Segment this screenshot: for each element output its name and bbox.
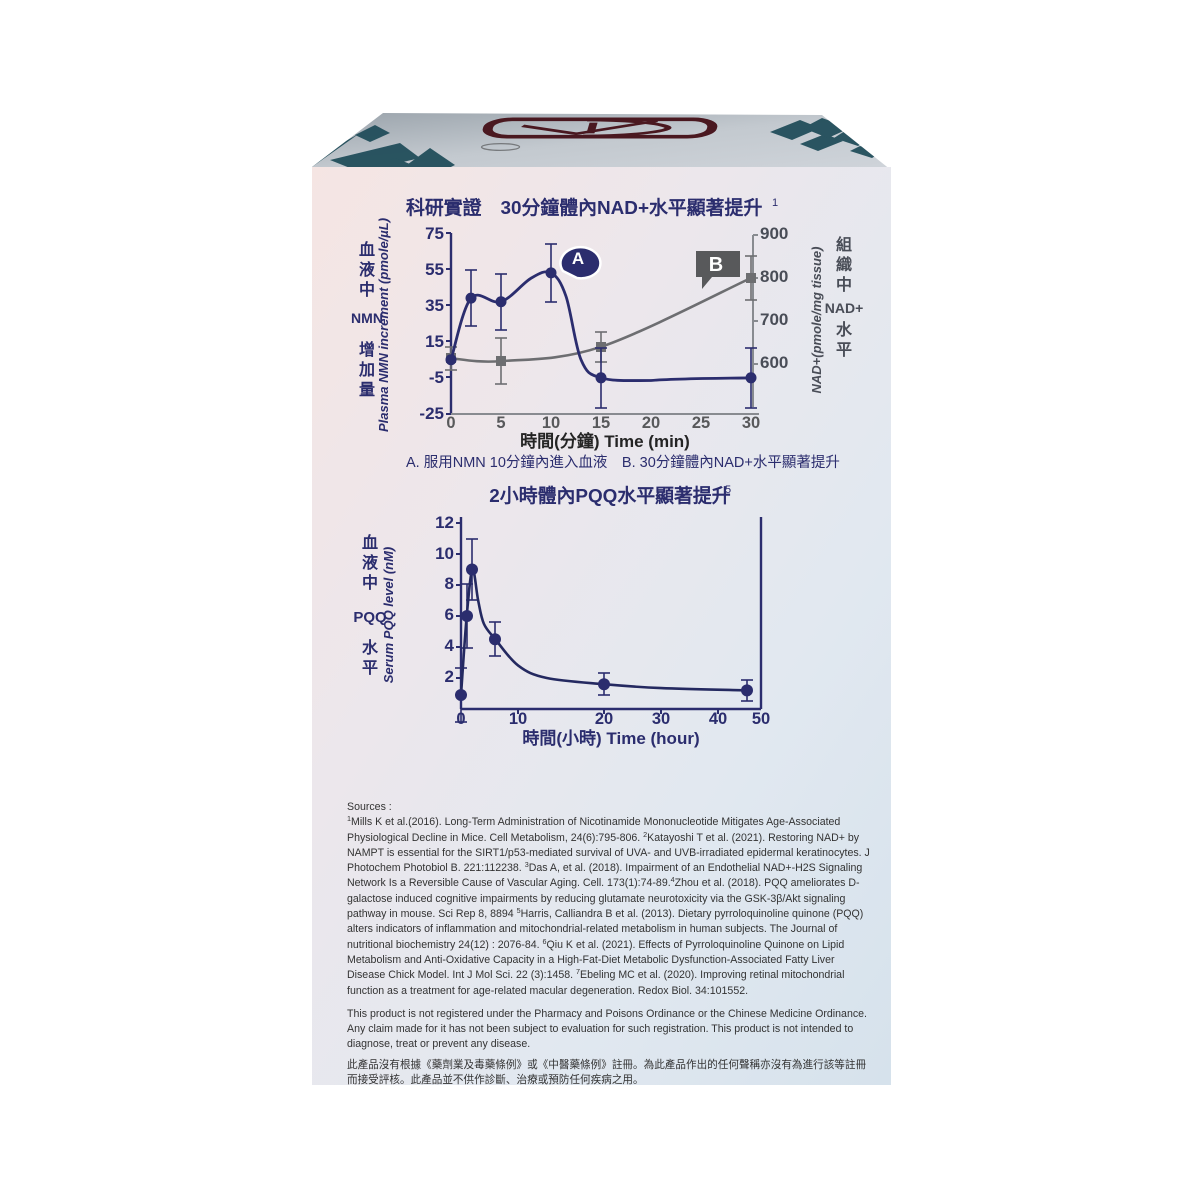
- svg-text:加: 加: [358, 361, 375, 379]
- svg-text:Serum PQQ level (nM): Serum PQQ level (nM): [381, 547, 396, 684]
- svg-text:50: 50: [752, 710, 770, 728]
- svg-text:中: 中: [362, 573, 378, 592]
- svg-text:25: 25: [692, 414, 710, 432]
- svg-text:中: 中: [359, 280, 375, 299]
- svg-text:35: 35: [425, 296, 444, 315]
- svg-text:30: 30: [742, 414, 760, 432]
- svg-text:10: 10: [435, 544, 454, 563]
- svg-text:平: 平: [836, 341, 852, 359]
- svg-text:5: 5: [496, 414, 505, 432]
- svg-text:55: 55: [425, 260, 444, 279]
- svg-text:6: 6: [445, 605, 454, 624]
- svg-text:液: 液: [359, 260, 376, 279]
- svg-text:2小時體內PQQ水平顯著提升: 2小時體內PQQ水平顯著提升: [489, 484, 731, 507]
- svg-text:平: 平: [362, 659, 378, 677]
- svg-text:水: 水: [362, 638, 379, 657]
- svg-text:血: 血: [362, 533, 378, 552]
- svg-text:NAD+: NAD+: [825, 300, 864, 316]
- svg-text:20: 20: [642, 414, 660, 432]
- svg-text:液: 液: [362, 553, 379, 572]
- svg-text:時間(分鐘) Time (min): 時間(分鐘) Time (min): [520, 431, 690, 451]
- svg-text:血: 血: [359, 240, 375, 259]
- svg-text:10: 10: [542, 414, 560, 432]
- svg-text:增: 增: [359, 340, 375, 359]
- svg-text:NAD+(pmole/mg tissue): NAD+(pmole/mg tissue): [809, 247, 824, 394]
- svg-text:B: B: [709, 254, 723, 276]
- svg-text:2: 2: [445, 667, 454, 686]
- svg-text:時間(小時) Time (hour): 時間(小時) Time (hour): [522, 728, 699, 748]
- svg-text:4: 4: [445, 636, 455, 655]
- svg-text:15: 15: [425, 332, 444, 351]
- svg-text:600: 600: [760, 353, 788, 372]
- svg-text:A. 服用NMN 10分鐘內進入血液 B. 30分鐘體內NA: A. 服用NMN 10分鐘內進入血液 B. 30分鐘體內NAD+水平顯著提升: [406, 454, 840, 471]
- svg-text:組: 組: [836, 235, 852, 254]
- svg-text:科研實證 30分鐘體內NAD+水平顯著提升: 科研實證 30分鐘體內NAD+水平顯著提升: [406, 196, 762, 219]
- svg-text:12: 12: [435, 513, 454, 532]
- svg-text:織: 織: [836, 255, 852, 274]
- svg-text:-25: -25: [419, 404, 444, 423]
- svg-text:1: 1: [772, 197, 778, 209]
- svg-text:0: 0: [446, 414, 455, 432]
- svg-text:5: 5: [725, 484, 731, 496]
- svg-text:900: 900: [760, 224, 788, 243]
- svg-text:量: 量: [359, 381, 375, 399]
- svg-text:Plasma NMN increment (pmole/µL: Plasma NMN increment (pmole/µL): [376, 218, 391, 432]
- svg-text:中: 中: [836, 275, 852, 294]
- svg-text:75: 75: [425, 224, 444, 243]
- svg-text:15: 15: [592, 414, 610, 432]
- svg-text:-5: -5: [429, 368, 444, 387]
- svg-text:800: 800: [760, 267, 788, 286]
- svg-text:A: A: [572, 249, 584, 268]
- svg-text:8: 8: [445, 574, 454, 593]
- svg-text:水: 水: [836, 320, 853, 339]
- svg-text:700: 700: [760, 310, 788, 329]
